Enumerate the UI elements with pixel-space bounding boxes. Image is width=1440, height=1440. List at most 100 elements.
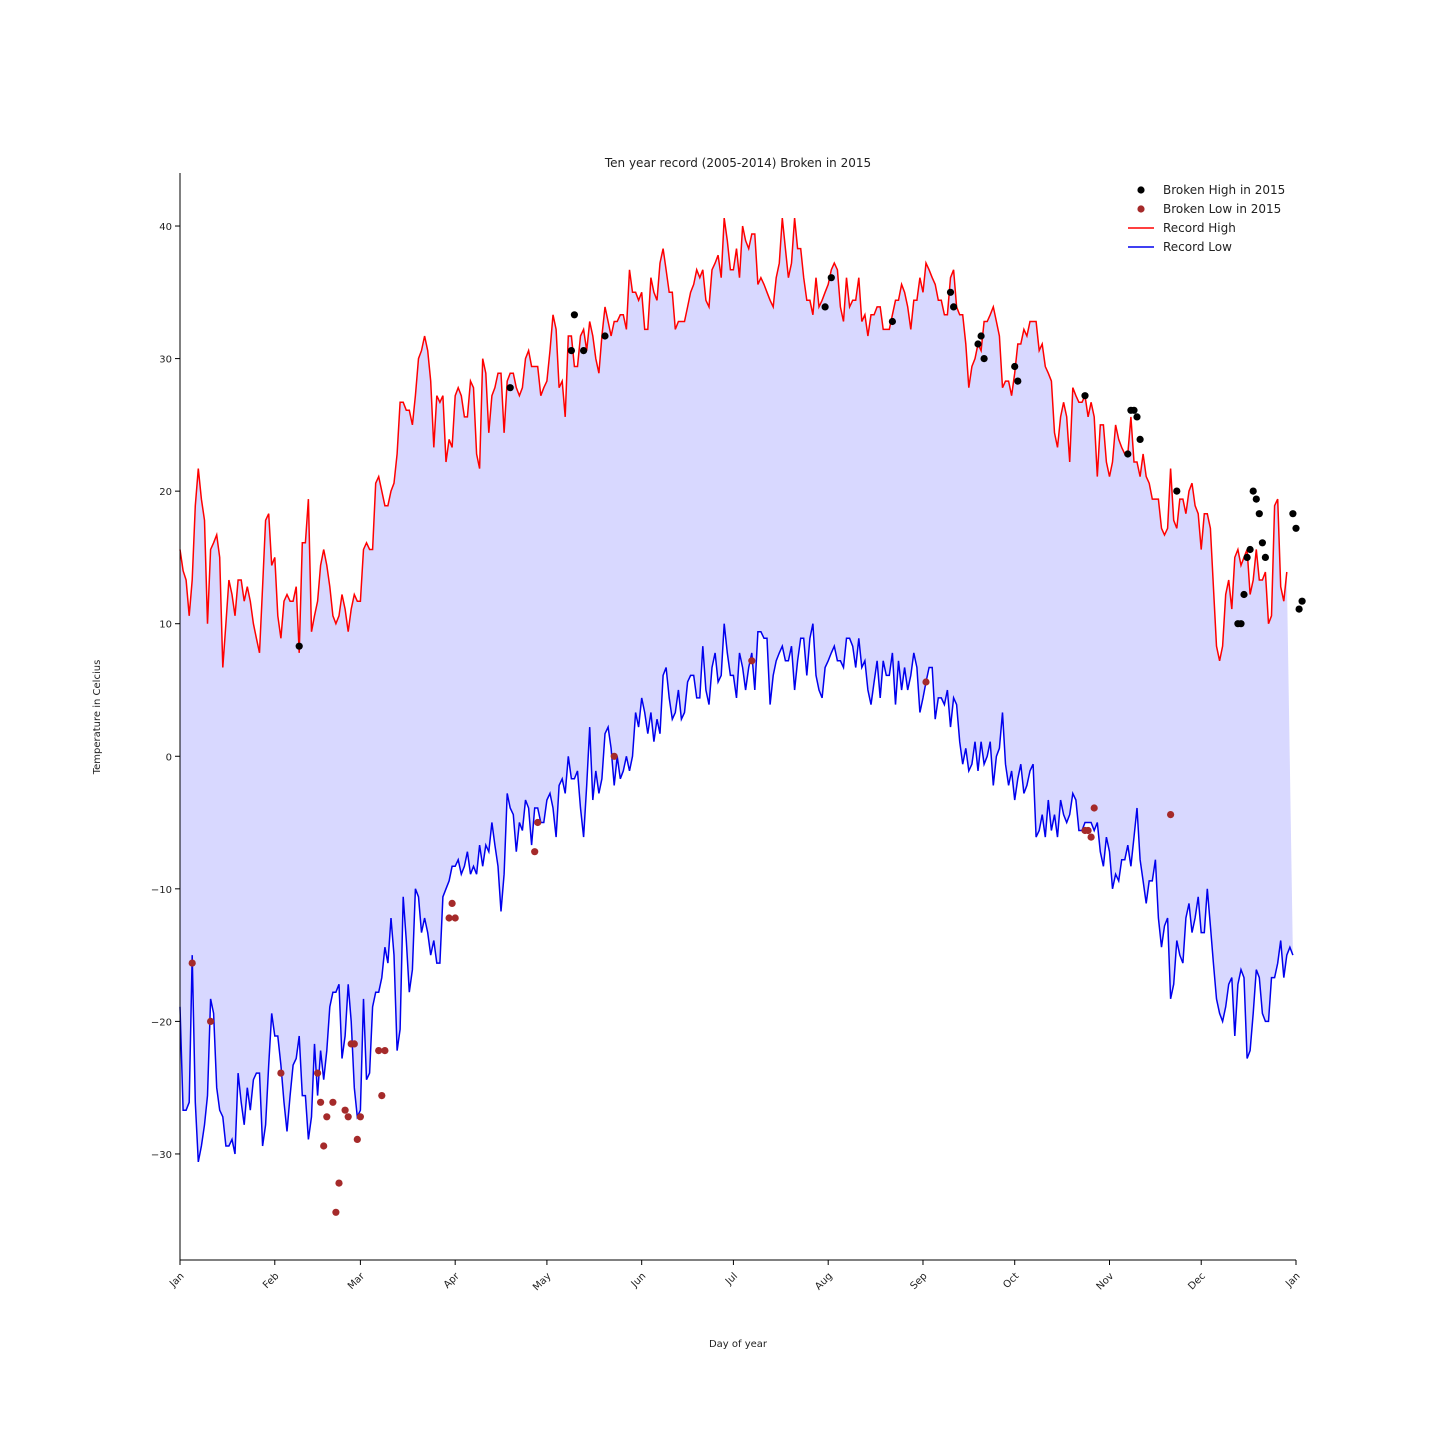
broken-high-point (601, 332, 609, 340)
broken-high-point (1249, 487, 1257, 495)
x-tick-label: Jan (167, 1271, 186, 1290)
broken-high-point (1133, 413, 1141, 421)
broken-low-point (317, 1098, 325, 1106)
broken-high-point (888, 317, 897, 326)
broken-low-point (323, 1113, 331, 1121)
broken-low-point (448, 899, 456, 908)
broken-high-point (827, 274, 835, 282)
broken-low-point (531, 848, 539, 856)
y-tick-label: 10 (159, 620, 172, 631)
broken-high-point (1130, 406, 1138, 414)
broken-low-point (610, 752, 618, 760)
broken-low-point (375, 1047, 383, 1055)
broken-low-point (922, 678, 930, 686)
plot-area (179, 173, 1306, 1261)
y-tick-label: 40 (159, 222, 172, 233)
y-axis: −30 −20 −10 0 10 20 30 40 (151, 222, 180, 1161)
broken-high-point (567, 347, 576, 355)
x-tick-label: Oct (1001, 1271, 1021, 1291)
broken-low-point (332, 1208, 340, 1216)
broken-high-point (580, 347, 588, 355)
broken-high-point (977, 332, 985, 340)
broken-low-point (320, 1142, 328, 1150)
x-tick-label: Jul (723, 1271, 740, 1288)
x-tick-label: Aug (813, 1271, 835, 1293)
broken-high-point (1124, 450, 1132, 458)
broken-low-point (350, 1040, 358, 1048)
broken-high-point (1014, 377, 1022, 385)
broken-high-point (1261, 553, 1269, 562)
broken-high-point (1289, 510, 1297, 518)
broken-high-point (1243, 553, 1251, 562)
broken-low-point (207, 1017, 215, 1025)
broken-low-point (1167, 811, 1175, 819)
record-high-line (179, 217, 1288, 668)
y-tick-label: −20 (151, 1017, 172, 1028)
broken-low-point (381, 1047, 389, 1055)
x-tick-label: Jun (629, 1271, 649, 1291)
broken-low-point (534, 818, 542, 827)
y-tick-label: 30 (159, 355, 172, 366)
broken-low-point (353, 1135, 361, 1143)
legend: Broken High in 2015 Broken Low in 2015 Rec… (1128, 183, 1285, 254)
broken-high-point (295, 642, 303, 650)
broken-high-point (1173, 487, 1181, 495)
x-axis-label: Day of year (709, 1339, 768, 1350)
broken-high-point (1240, 590, 1248, 599)
x-tick-label: Dec (1186, 1271, 1207, 1292)
x-tick-label: Nov (1095, 1271, 1117, 1293)
broken-high-point (506, 384, 514, 392)
broken-low-point (314, 1069, 322, 1077)
x-tick-label: May (531, 1271, 553, 1293)
broken-high-point (1136, 435, 1144, 443)
y-axis-label: Temperature in Celcius (92, 660, 103, 776)
broken-low-point (277, 1069, 285, 1077)
broken-high-point (1252, 495, 1260, 503)
broken-low-point (451, 914, 459, 922)
broken-high-point (1081, 392, 1089, 400)
broken-high-point (1255, 510, 1263, 518)
broken-high-point (1011, 362, 1019, 371)
x-tick-label: Feb (261, 1271, 281, 1291)
broken-high-point (950, 303, 958, 311)
x-tick-label: Mar (346, 1270, 368, 1292)
broken-low-point (188, 959, 196, 967)
y-tick-label: 20 (159, 487, 172, 498)
broken-high-point (980, 355, 988, 363)
broken-high-point (821, 303, 829, 311)
broken-low-point (356, 1113, 364, 1121)
legend-marker (1137, 186, 1145, 194)
legend-label: Broken High in 2015 (1163, 183, 1285, 197)
broken-low-point (1087, 833, 1095, 841)
broken-low-point (344, 1113, 352, 1121)
broken-high-point (1295, 605, 1303, 613)
broken-low-point (748, 657, 756, 665)
y-tick-label: −30 (151, 1150, 172, 1161)
broken-low-point (445, 914, 453, 922)
x-axis: Jan Feb Mar Apr May Jun Jul Aug Sep Oct Nov Dec Jan (167, 1260, 1303, 1293)
broken-low-point (1084, 826, 1092, 835)
broken-low-point (1090, 804, 1098, 812)
broken-low-point (378, 1092, 386, 1100)
broken-low-point (341, 1106, 349, 1114)
legend-marker (1137, 205, 1145, 213)
record-low-line (179, 623, 1294, 1163)
legend-label: Broken Low in 2015 (1163, 202, 1281, 216)
y-tick-label: 0 (166, 752, 172, 763)
broken-high-point (1292, 524, 1300, 532)
legend-label: Record High (1163, 221, 1236, 235)
legend-label: Record Low (1163, 240, 1232, 254)
x-tick-label: Apr (442, 1270, 463, 1291)
broken-low-point (329, 1098, 337, 1106)
broken-low-point (335, 1179, 343, 1187)
broken-high-point (974, 340, 982, 348)
broken-high-point (570, 311, 579, 319)
broken-high-point (1246, 545, 1254, 554)
broken-high-point (1258, 539, 1266, 547)
y-tick-label: −10 (151, 885, 172, 896)
broken-high-point (946, 288, 955, 296)
x-tick-label: Jan (1283, 1271, 1302, 1290)
x-tick-label: Sep (909, 1271, 930, 1292)
broken-high-point (1298, 597, 1306, 605)
